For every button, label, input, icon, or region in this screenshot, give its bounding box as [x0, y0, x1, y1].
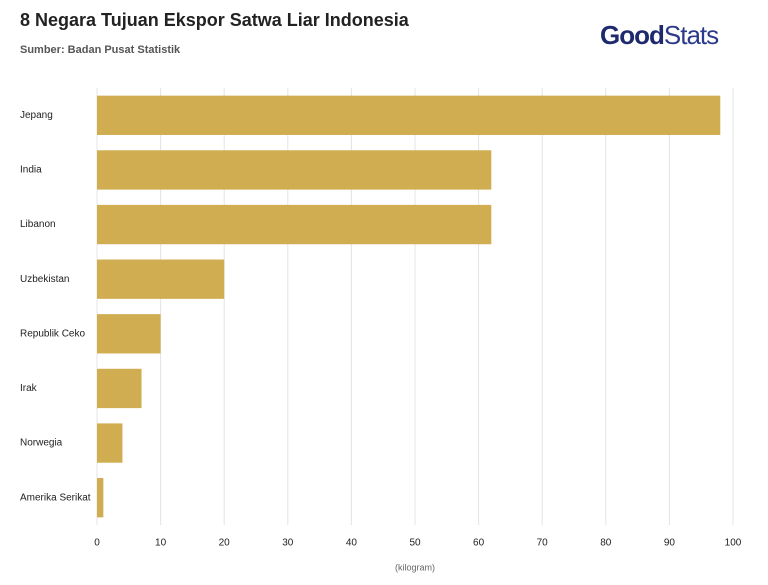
x-tick-label: 50 [409, 538, 421, 549]
x-tick-label: 10 [155, 538, 167, 549]
x-tick-label: 90 [664, 538, 676, 549]
bar [97, 95, 721, 135]
bar [97, 314, 161, 354]
y-tick-label: Uzbekistan [20, 274, 69, 285]
y-tick-label: Irak [20, 383, 38, 394]
logo: GoodStats [600, 20, 719, 50]
y-tick-label: India [20, 165, 42, 176]
x-tick-label: 20 [219, 538, 231, 549]
y-tick-label: Amerika Serikat [20, 492, 91, 503]
y-tick-label: Republik Ceko [20, 328, 85, 339]
x-tick-label: 30 [282, 538, 294, 549]
x-axis-label: (kilogram) [395, 562, 435, 572]
bar [97, 478, 104, 518]
x-tick-label: 0 [94, 538, 100, 549]
x-tick-label: 80 [600, 538, 612, 549]
x-tick-label: 40 [346, 538, 358, 549]
bar [97, 423, 123, 463]
x-tick-label: 60 [473, 538, 485, 549]
chart-title: 8 Negara Tujuan Ekspor Satwa Liar Indone… [20, 10, 410, 30]
bar [97, 204, 492, 245]
chart-subtitle: Sumber: Badan Pusat Statistik [20, 44, 181, 56]
bar [97, 150, 492, 190]
bar [97, 259, 225, 299]
y-tick-label: Norwegia [20, 438, 63, 449]
y-tick-label: Libanon [20, 219, 56, 230]
logo-light: Stats [664, 20, 719, 50]
bar [97, 368, 142, 409]
x-tick-label: 70 [537, 538, 549, 549]
y-tick-label: Jepang [20, 110, 53, 121]
logo-bold: Good [600, 20, 664, 50]
x-tick-label: 100 [725, 538, 742, 549]
